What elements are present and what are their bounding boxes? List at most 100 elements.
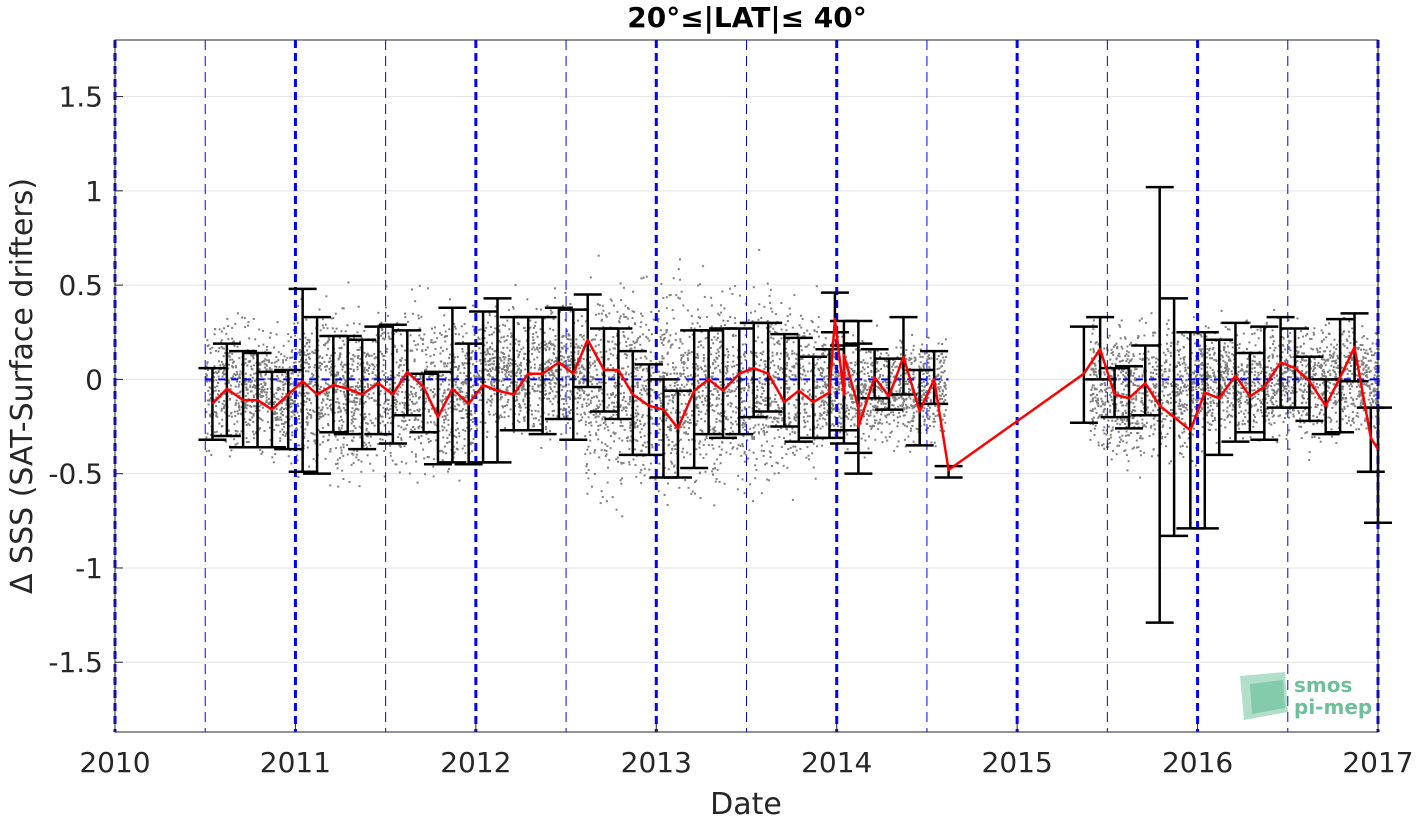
scatter-point (476, 372, 479, 375)
scatter-point (472, 417, 475, 420)
scatter-point (275, 424, 278, 427)
scatter-point (306, 349, 309, 352)
scatter-point (372, 368, 375, 371)
scatter-point (207, 369, 209, 371)
scatter-point (671, 447, 674, 450)
scatter-point (398, 471, 401, 474)
scatter-point (531, 425, 534, 428)
scatter-point (639, 343, 642, 346)
scatter-point (244, 362, 247, 365)
scatter-point (473, 374, 476, 377)
scatter-point (621, 425, 624, 428)
scatter-point (472, 304, 475, 307)
scatter-point (731, 423, 734, 426)
scatter-point (432, 341, 435, 344)
scatter-point (608, 459, 611, 462)
scatter-point (357, 408, 360, 411)
scatter-point (567, 396, 570, 399)
scatter-point (697, 316, 700, 318)
scatter-point (704, 369, 707, 372)
scatter-point (631, 310, 634, 313)
scatter-point (321, 441, 324, 444)
scatter-point (674, 339, 677, 341)
scatter-point (357, 305, 360, 308)
scatter-point (313, 366, 316, 369)
scatter-point (444, 330, 447, 333)
scatter-point (601, 496, 604, 498)
scatter-point (365, 369, 368, 372)
scatter-point (552, 374, 555, 377)
scatter-point (234, 322, 237, 325)
scatter-point (680, 425, 683, 428)
scatter-point (299, 338, 301, 341)
scatter-point (613, 385, 616, 388)
scatter-point (385, 407, 388, 410)
scatter-point (332, 317, 335, 320)
scatter-point (793, 352, 796, 355)
scatter-point (581, 336, 584, 339)
scatter-point (944, 338, 947, 341)
scatter-point (515, 338, 518, 341)
scatter-point (698, 446, 701, 449)
scatter-point (291, 399, 293, 402)
scatter-point (379, 350, 382, 353)
scatter-point (793, 294, 796, 297)
scatter-point (389, 377, 392, 380)
scatter-point (246, 392, 249, 395)
scatter-point (340, 346, 343, 349)
scatter-point (480, 362, 483, 365)
scatter-point (246, 388, 249, 391)
scatter-point (701, 400, 703, 403)
scatter-point (253, 372, 256, 375)
scatter-point (335, 380, 338, 383)
scatter-point (781, 371, 784, 374)
scatter-point (494, 367, 497, 370)
scatter-point (695, 396, 698, 399)
scatter-point (772, 359, 775, 362)
scatter-point (485, 401, 488, 404)
scatter-point (444, 340, 447, 343)
scatter-point (238, 408, 241, 411)
scatter-point (657, 317, 660, 320)
scatter-point (251, 368, 254, 371)
scatter-point (804, 345, 807, 348)
scatter-point (579, 334, 582, 337)
scatter-point (518, 421, 521, 424)
scatter-point (780, 337, 783, 340)
scatter-point (582, 334, 585, 337)
scatter-point (285, 371, 288, 374)
scatter-point (697, 395, 700, 398)
scatter-point (805, 403, 808, 405)
scatter-point (460, 410, 463, 412)
scatter-point (679, 387, 682, 390)
scatter-point (792, 452, 795, 454)
scatter-point (613, 373, 616, 376)
scatter-point (238, 373, 241, 376)
scatter-point (577, 363, 580, 366)
scatter-point (589, 356, 592, 359)
scatter-point (629, 398, 631, 401)
scatter-point (756, 394, 758, 397)
scatter-point (228, 455, 231, 458)
scatter-point (788, 357, 791, 360)
scatter-point (703, 295, 706, 298)
scatter-point (636, 366, 639, 369)
scatter-point (258, 405, 261, 408)
scatter-point (484, 363, 487, 366)
scatter-point (831, 423, 834, 426)
scatter-point (390, 370, 393, 373)
scatter-point (566, 365, 569, 368)
scatter-point (401, 419, 404, 422)
scatter-point (352, 449, 355, 452)
scatter-point (359, 364, 362, 367)
scatter-point (903, 438, 906, 441)
scatter-point (748, 386, 750, 389)
scatter-point (804, 374, 807, 377)
scatter-point (403, 396, 406, 399)
scatter-point (705, 395, 708, 398)
scatter-point (575, 362, 578, 365)
scatter-point (873, 409, 876, 412)
scatter-point (334, 312, 337, 315)
scatter-point (385, 285, 388, 288)
scatter-point (568, 396, 571, 399)
